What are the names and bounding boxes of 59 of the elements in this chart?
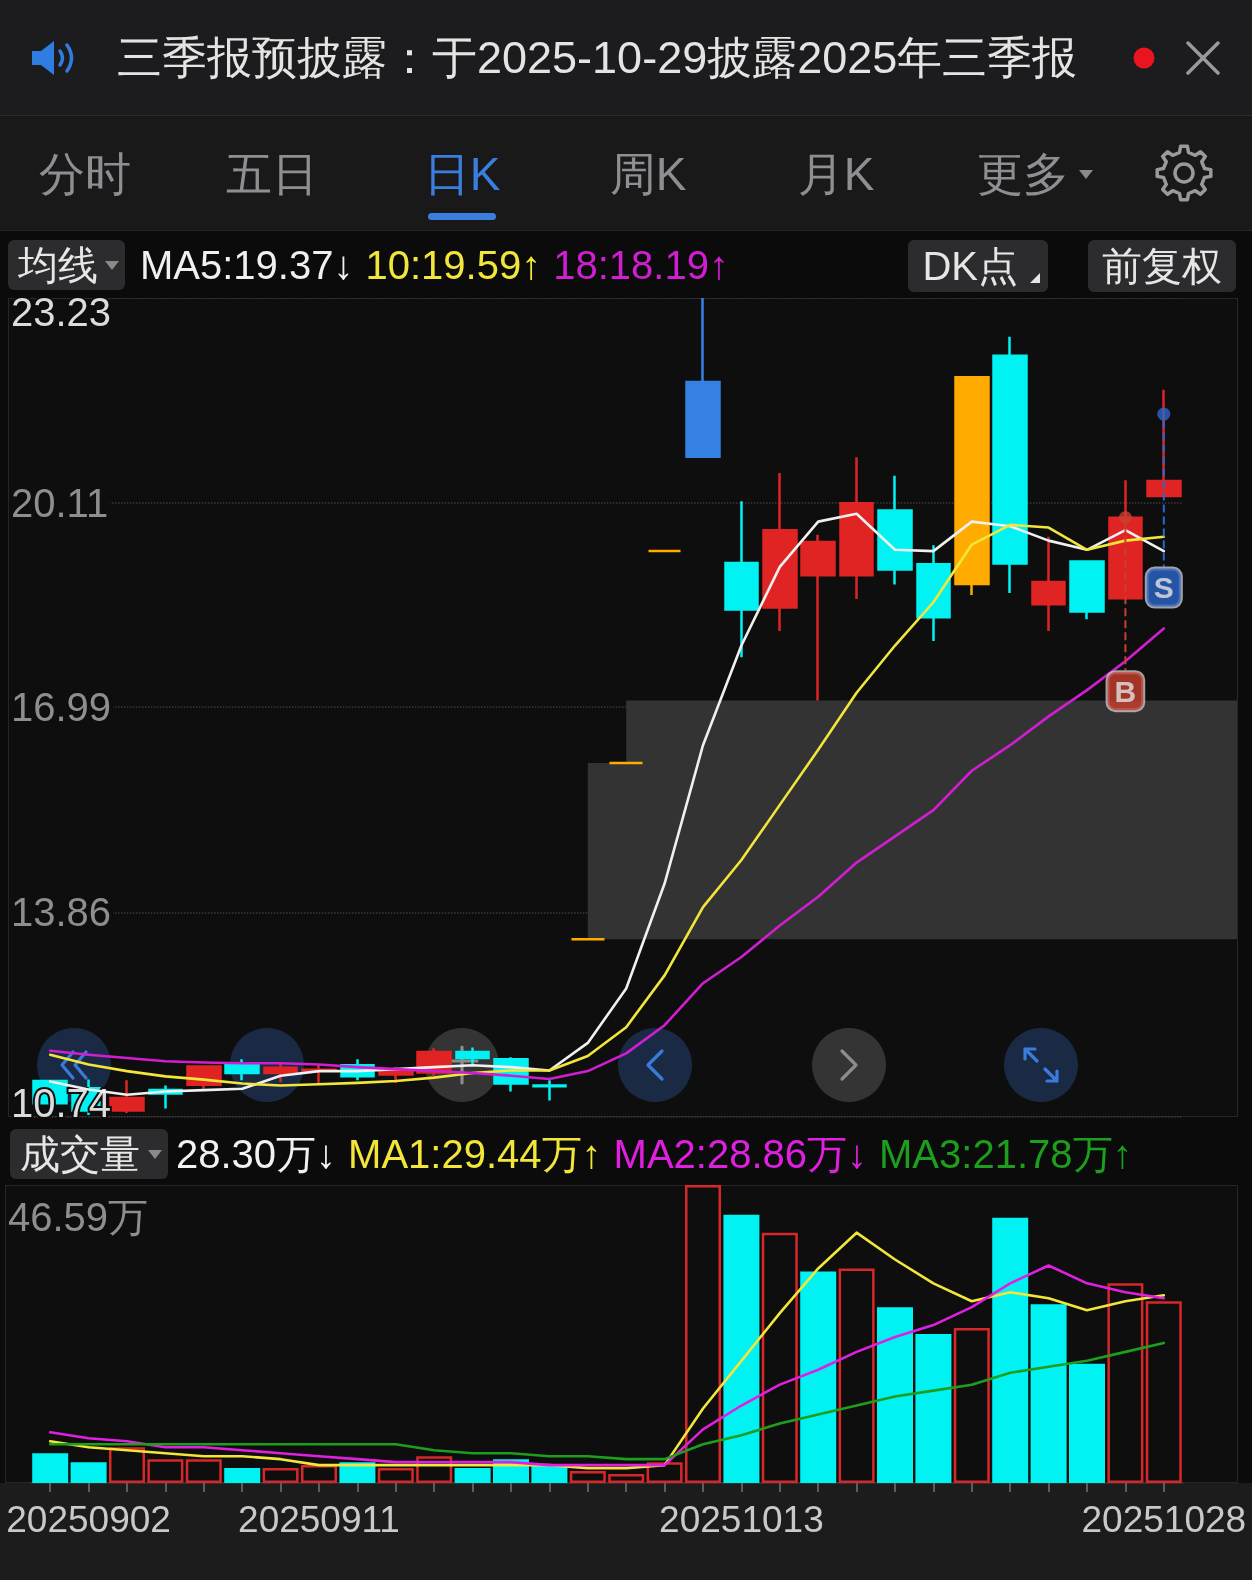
y-tick-label: 20.11: [11, 480, 109, 525]
bar: [569, 1471, 606, 1483]
bar: [608, 1474, 645, 1483]
bar: [953, 1328, 990, 1483]
text: 分时: [39, 148, 131, 200]
y-tick-label: 23.23: [11, 290, 112, 334]
y-tick-label: 13.86: [11, 890, 112, 935]
text: 28.30万↓: [176, 1131, 337, 1178]
x-tick-label: 20251028: [1081, 1499, 1247, 1540]
button: 前复权: [1088, 240, 1236, 292]
text: MA5:19.37↓: [140, 242, 354, 289]
bar: [915, 1334, 952, 1483]
bar: [838, 1268, 875, 1483]
bar: [262, 1468, 299, 1483]
x-tick-label: 20250902: [6, 1499, 171, 1540]
bar: [761, 1232, 798, 1483]
bar: [877, 1307, 913, 1483]
bar: [1030, 1304, 1067, 1483]
text: 18:18.19↑: [553, 242, 729, 289]
annotation: 46.59万: [8, 1195, 149, 1239]
dropdown-button: 成交量: [10, 1129, 168, 1179]
bar: [224, 1468, 261, 1483]
text: B: [1114, 674, 1137, 708]
bar: [377, 1468, 414, 1483]
y-tick-label: 16.99: [11, 685, 112, 730]
bar: [1145, 1301, 1182, 1483]
text: MA3:21.78万↑: [879, 1131, 1133, 1178]
bar: [800, 1271, 837, 1483]
text: MA1:29.44万↑: [348, 1131, 602, 1178]
bar: [646, 1462, 683, 1483]
bar: [32, 1453, 69, 1483]
text: 日K: [423, 148, 501, 200]
text: 周K: [609, 148, 687, 200]
text: 五日: [226, 148, 318, 200]
bar: [531, 1465, 568, 1483]
bar: [301, 1465, 337, 1483]
text: S: [1153, 571, 1174, 605]
dropdown-button: 均线: [8, 240, 125, 290]
x-tick-label: 20250911: [238, 1499, 400, 1540]
bar: [1107, 1283, 1144, 1483]
button: DK点: [908, 240, 1048, 292]
bar: [70, 1462, 107, 1483]
legend-title: 均线: [18, 243, 98, 287]
bar: [339, 1462, 376, 1483]
bar: [454, 1468, 491, 1483]
x-tick-label: 20251013: [659, 1499, 824, 1540]
text: MA2:28.86万↓: [613, 1131, 868, 1178]
text: 三季报预披露：于2025-10-29披露2025年三季报: [117, 31, 1078, 85]
bar: [1069, 1363, 1105, 1483]
bar: [685, 1185, 721, 1483]
legend-title: 成交量: [20, 1132, 140, 1176]
bar: [185, 1459, 222, 1483]
bar: [992, 1217, 1029, 1483]
text: 月K: [797, 148, 875, 200]
bar: [147, 1459, 184, 1483]
bar: [723, 1214, 760, 1483]
text: 更多: [977, 148, 1069, 200]
bar: [416, 1456, 453, 1483]
text: 10:19.59↑: [365, 242, 542, 289]
